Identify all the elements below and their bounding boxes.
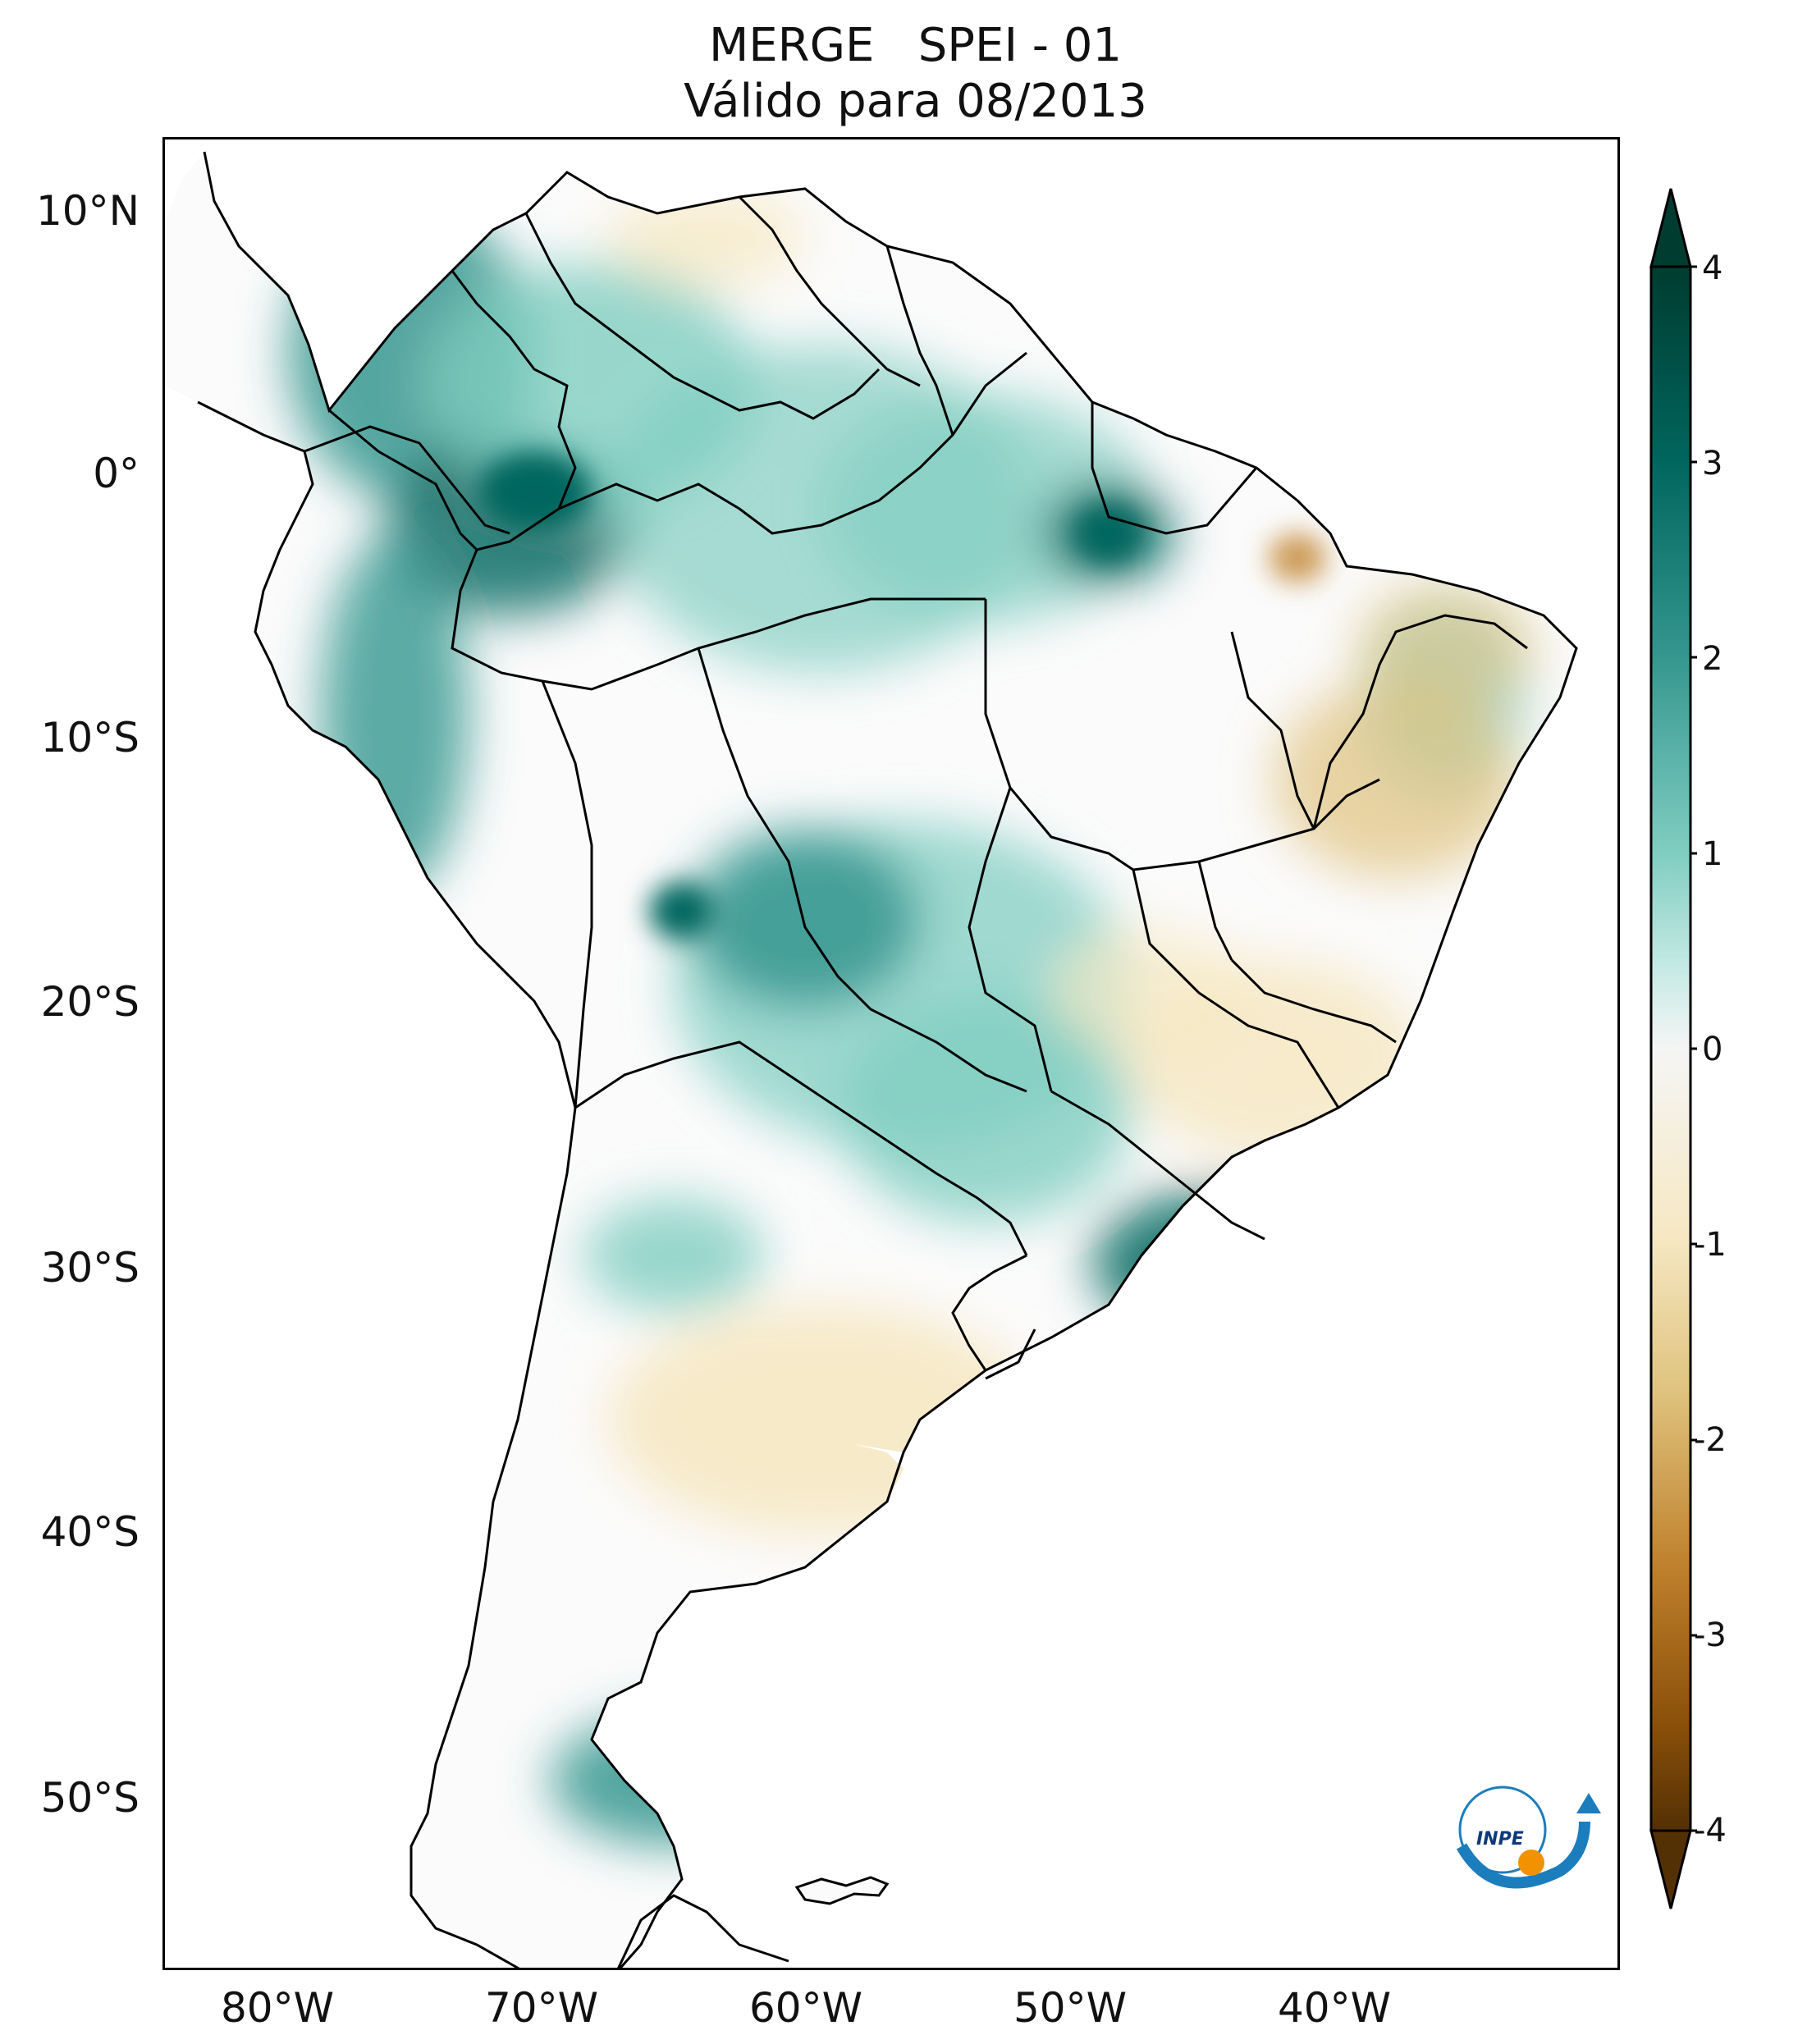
lat-label-10n: 10°N xyxy=(35,187,140,235)
map-panel: INPE xyxy=(162,137,1620,1970)
lat-label-0: 0° xyxy=(93,450,140,497)
logo-ring xyxy=(1458,1786,1547,1874)
colorbar-max-arrow xyxy=(1649,188,1692,268)
map-subtitle: Válido para 08/2013 xyxy=(684,75,1147,128)
lat-label-50s: 50°S xyxy=(40,1774,140,1822)
south-america-map: INPE xyxy=(165,151,1601,1968)
colorbar-scale xyxy=(1649,265,1692,1832)
logo-arrow xyxy=(1576,1793,1601,1813)
lon-label-50w: 50°W xyxy=(1013,1984,1128,2032)
colorbar-tick-neg4: -4 xyxy=(1694,1812,1727,1850)
falkland-islands xyxy=(794,1876,890,1905)
colorbar-tick-neg3: -3 xyxy=(1694,1616,1727,1654)
colorbar-tick-neg1: -1 xyxy=(1694,1226,1727,1264)
colorbar-tick-4: 4 xyxy=(1702,249,1723,287)
inpe-logo: INPE xyxy=(1456,1786,1601,1889)
colorbar-min-arrow xyxy=(1649,1829,1692,1909)
lat-label-20s: 20°S xyxy=(40,978,140,1026)
lon-label-80w: 80°W xyxy=(220,1984,335,2032)
colorbar-tick-neg2: -2 xyxy=(1694,1421,1727,1459)
logo-dot xyxy=(1518,1850,1544,1876)
lon-label-40w: 40°W xyxy=(1277,1984,1392,2032)
lat-label-30s: 30°S xyxy=(40,1244,140,1292)
logo-text: INPE xyxy=(1476,1829,1524,1850)
boundaries xyxy=(197,151,1578,1968)
colorbar-tick-2: 2 xyxy=(1702,640,1723,678)
lat-label-10s: 10°S xyxy=(40,714,140,761)
lon-label-70w: 70°W xyxy=(484,1984,599,2032)
colorbar-tick-1: 1 xyxy=(1702,835,1723,873)
colorbar xyxy=(1649,188,1697,1909)
map-title: MERGE SPEI - 01 xyxy=(708,19,1123,72)
colorbar-tick-0: 0 xyxy=(1702,1031,1723,1068)
lat-label-40s: 40°S xyxy=(40,1508,140,1556)
spei-field xyxy=(288,189,1535,1846)
lon-label-60w: 60°W xyxy=(748,1984,863,2032)
logo-swoosh xyxy=(1456,1821,1590,1889)
colorbar-tick-3: 3 xyxy=(1702,445,1723,482)
